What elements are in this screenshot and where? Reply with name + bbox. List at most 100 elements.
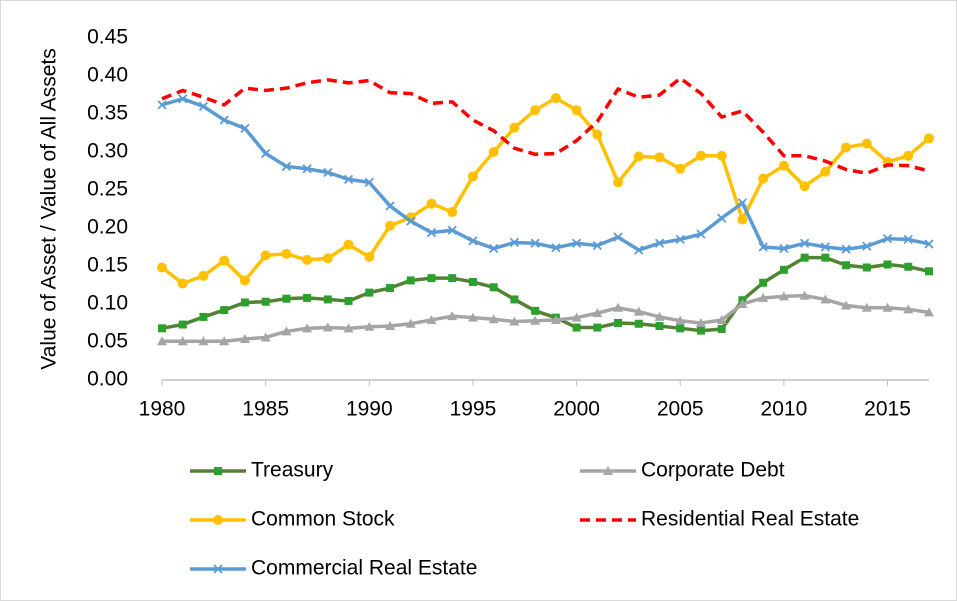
data-point	[924, 133, 934, 144]
data-point	[924, 307, 934, 317]
data-point	[799, 181, 810, 192]
data-point	[758, 292, 769, 302]
data-point	[531, 306, 540, 315]
data-point	[613, 302, 624, 312]
data-point	[841, 142, 852, 153]
data-point	[571, 238, 582, 248]
data-point	[447, 207, 458, 218]
data-point	[695, 150, 706, 161]
x-tick-label: 2010	[761, 398, 808, 421]
data-point	[592, 308, 603, 318]
data-point	[468, 277, 477, 286]
data-point	[778, 160, 789, 171]
legend-marker	[603, 466, 613, 475]
data-point	[219, 336, 230, 346]
data-point	[158, 324, 166, 333]
data-point	[675, 234, 685, 245]
data-point	[239, 275, 250, 286]
legend-label: Corporate Debt	[641, 459, 785, 482]
x-tick-label: 1990	[346, 398, 393, 421]
y-tick-label: 0.05	[87, 330, 128, 353]
series-line	[161, 76, 930, 176]
x-tick-label: 2000	[553, 398, 600, 421]
data-point	[800, 253, 809, 262]
data-point	[571, 105, 582, 116]
data-point	[676, 324, 685, 333]
x-tick-label: 2005	[657, 398, 704, 421]
data-point	[904, 262, 913, 271]
data-point	[468, 236, 478, 246]
data-point	[323, 295, 332, 304]
data-point	[925, 267, 933, 276]
y-tick-label: 0.30	[87, 140, 128, 163]
data-point	[323, 167, 333, 178]
data-point	[426, 314, 437, 324]
data-point	[634, 319, 643, 328]
data-point	[821, 253, 830, 262]
data-point	[220, 306, 229, 315]
data-point	[550, 314, 561, 324]
data-point	[302, 254, 313, 265]
data-point	[759, 278, 768, 287]
data-point	[322, 253, 333, 264]
data-point	[343, 174, 354, 184]
data-point	[157, 336, 167, 346]
y-tick-label: 0.45	[87, 26, 128, 49]
legend-label: Commercial Real Estate	[251, 557, 477, 580]
data-point	[592, 129, 603, 140]
data-point	[695, 318, 706, 327]
data-point	[406, 276, 415, 285]
data-point	[571, 312, 582, 322]
data-point	[799, 290, 810, 300]
legend-marker	[213, 515, 223, 525]
data-point	[799, 238, 810, 248]
data-point	[717, 213, 727, 223]
data-point	[198, 270, 209, 281]
data-point	[509, 237, 520, 248]
data-point	[157, 262, 167, 273]
data-point	[344, 296, 353, 305]
data-point	[614, 319, 623, 327]
data-point	[510, 295, 519, 304]
data-point	[758, 242, 768, 252]
data-point	[862, 263, 871, 272]
legend-marker	[214, 467, 222, 475]
y-tick-label: 0.10	[87, 292, 128, 315]
data-point	[364, 321, 375, 331]
data-point	[426, 227, 437, 238]
x-tick-label: 1995	[450, 398, 497, 421]
data-point	[488, 147, 499, 157]
data-point	[467, 171, 478, 182]
data-point	[675, 163, 686, 174]
data-point	[261, 148, 271, 159]
data-point	[157, 100, 167, 110]
data-point	[903, 304, 914, 314]
data-point	[593, 323, 602, 332]
data-point	[820, 294, 831, 304]
data-point	[260, 332, 271, 342]
data-point	[260, 250, 271, 261]
series-line	[162, 293, 930, 343]
data-point	[613, 177, 624, 188]
x-tick-label: 1980	[139, 398, 186, 421]
data-point	[758, 173, 769, 184]
data-point	[178, 94, 188, 104]
data-point	[572, 323, 581, 332]
y-tick-label: 0.15	[87, 254, 128, 277]
data-point	[447, 225, 457, 235]
data-point	[198, 101, 209, 112]
data-point	[654, 152, 665, 163]
legend-label: Residential Real Estate	[641, 508, 859, 531]
data-point	[239, 333, 250, 343]
data-point	[509, 316, 520, 326]
data-point	[654, 311, 665, 321]
y-tick-label: 0.35	[87, 102, 128, 125]
data-point	[882, 234, 893, 244]
data-point	[427, 274, 436, 283]
data-point	[696, 229, 706, 239]
data-point	[633, 151, 644, 162]
data-point	[365, 288, 374, 297]
data-point	[488, 314, 499, 324]
